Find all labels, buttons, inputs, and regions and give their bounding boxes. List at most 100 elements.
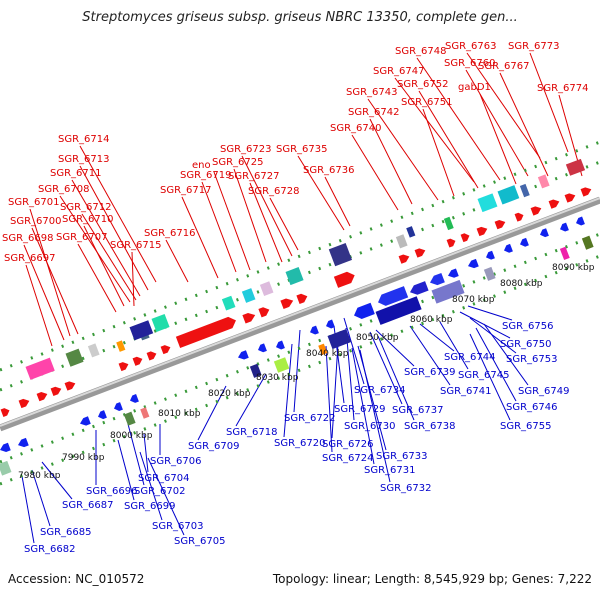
gene-arrow (98, 410, 107, 420)
gene-label-bottom: SGR_6687 (62, 500, 114, 511)
gene-label-top: SGR_6712 (60, 202, 112, 213)
gene-box (273, 357, 290, 373)
gene-arrow (118, 362, 129, 372)
label-connector (147, 457, 185, 536)
label-connector (165, 239, 189, 283)
kbp-tick-label: 7980 kbp (18, 471, 61, 481)
gene-label-bottom: SGR_6720 (274, 438, 326, 449)
gene-label-bottom: SGR_6738 (404, 421, 456, 432)
gene-arrow (414, 248, 426, 258)
kbp-tick-label: 8060 kbp (410, 315, 453, 325)
gene-arrow (448, 268, 459, 278)
gene-arrow (564, 193, 576, 203)
gene-label-top: SGR_6714 (58, 134, 110, 145)
label-connector (233, 168, 267, 263)
gene-box (406, 226, 416, 238)
backbone-highlight (0, 197, 600, 427)
gene-arrow (36, 392, 48, 402)
label-connector (359, 349, 391, 483)
gene-arrow (80, 416, 91, 426)
gene-label-top: SGR_6728 (248, 186, 300, 197)
label-connector (422, 108, 455, 197)
label-connector (79, 165, 149, 291)
label-connector (483, 323, 529, 386)
gene-box (221, 295, 236, 311)
label-connector (324, 176, 351, 227)
gene-box (581, 235, 594, 250)
gene-label-bottom: SGR_6685 (40, 527, 92, 538)
gene-label-bottom: SGR_6704 (138, 473, 190, 484)
gene-arrow (494, 220, 506, 230)
gene-label-bottom: SGR_6732 (380, 483, 432, 494)
gene-arrow (460, 233, 470, 243)
label-connector (465, 69, 529, 177)
gene-label-top: SGR_6700 (10, 216, 62, 227)
gene-arrow (258, 307, 270, 318)
gene-label-top: SGR_6707 (56, 232, 108, 243)
label-connector (369, 331, 403, 405)
gene-box (537, 174, 550, 189)
gene-arrow (310, 325, 319, 335)
label-connector (394, 77, 475, 183)
kbp-tick-label: 7990 kbp (62, 453, 105, 463)
gene-label-top: SGR_6751 (401, 97, 453, 108)
guide-line (0, 254, 600, 486)
gene-arrow (468, 258, 479, 269)
gene-arrow (258, 343, 267, 353)
gene-label-bottom: SGR_6706 (150, 456, 202, 467)
gene-label-bottom: SGR_6722 (284, 413, 336, 424)
label-connector (249, 182, 283, 263)
label-connector (77, 243, 117, 313)
gene-label-bottom: SGR_6755 (500, 421, 552, 432)
label-connector (325, 345, 333, 453)
label-connector (283, 343, 293, 438)
gene-label-top: SGR_6747 (373, 66, 425, 77)
gene-label-top: SGR_6698 (2, 233, 54, 244)
gene-label-bottom: SGR_6682 (24, 544, 76, 555)
gene-arrow (430, 272, 445, 286)
label-connector (479, 93, 517, 185)
kbp-tick-label: 8010 kbp (158, 409, 201, 419)
gene-label-top: SGR_6710 (62, 214, 114, 225)
gene-box (443, 216, 454, 231)
gene-label-top: gabD1 (458, 82, 491, 93)
label-connector (201, 181, 237, 273)
gene-box (25, 357, 55, 380)
gene-label-top: SGR_6774 (537, 83, 589, 94)
gene-label-top: SGR_6723 (220, 144, 272, 155)
label-connector (409, 325, 451, 386)
gene-arrow (446, 238, 456, 248)
label-connector (351, 347, 375, 465)
label-connector (293, 329, 301, 413)
gene-arrow (276, 340, 285, 350)
gene-label-top: SGR_6713 (58, 154, 110, 165)
gene-box (0, 460, 12, 476)
label-connector (139, 451, 163, 521)
label-connector (475, 327, 517, 402)
gene-label-bottom: SGR_6699 (124, 501, 176, 512)
label-connector (529, 52, 569, 153)
label-connector (213, 171, 251, 271)
label-connector (241, 155, 293, 257)
label-connector (83, 225, 125, 307)
gene-arrow (326, 319, 335, 329)
label-connector (81, 213, 137, 301)
gene-box (431, 279, 465, 304)
gene-arrow (354, 302, 375, 319)
gene-label-bottom: SGR_6749 (518, 386, 570, 397)
label-connector (23, 244, 65, 341)
label-connector (367, 98, 439, 201)
gene-label-bottom: SGR_6709 (188, 441, 240, 452)
gene-box (129, 320, 154, 341)
gene-box (151, 313, 170, 333)
gene-arrow (238, 350, 249, 360)
gene-label-bottom: SGR_6730 (344, 421, 396, 432)
gene-arrow (548, 199, 560, 209)
gene-label-top: SGR_6715 (110, 240, 162, 251)
gene-arrow (486, 250, 495, 260)
gene-box (477, 193, 498, 213)
gene-arrow (576, 216, 585, 226)
label-connector (41, 461, 73, 500)
gene-box (241, 288, 256, 303)
label-connector (79, 145, 157, 283)
